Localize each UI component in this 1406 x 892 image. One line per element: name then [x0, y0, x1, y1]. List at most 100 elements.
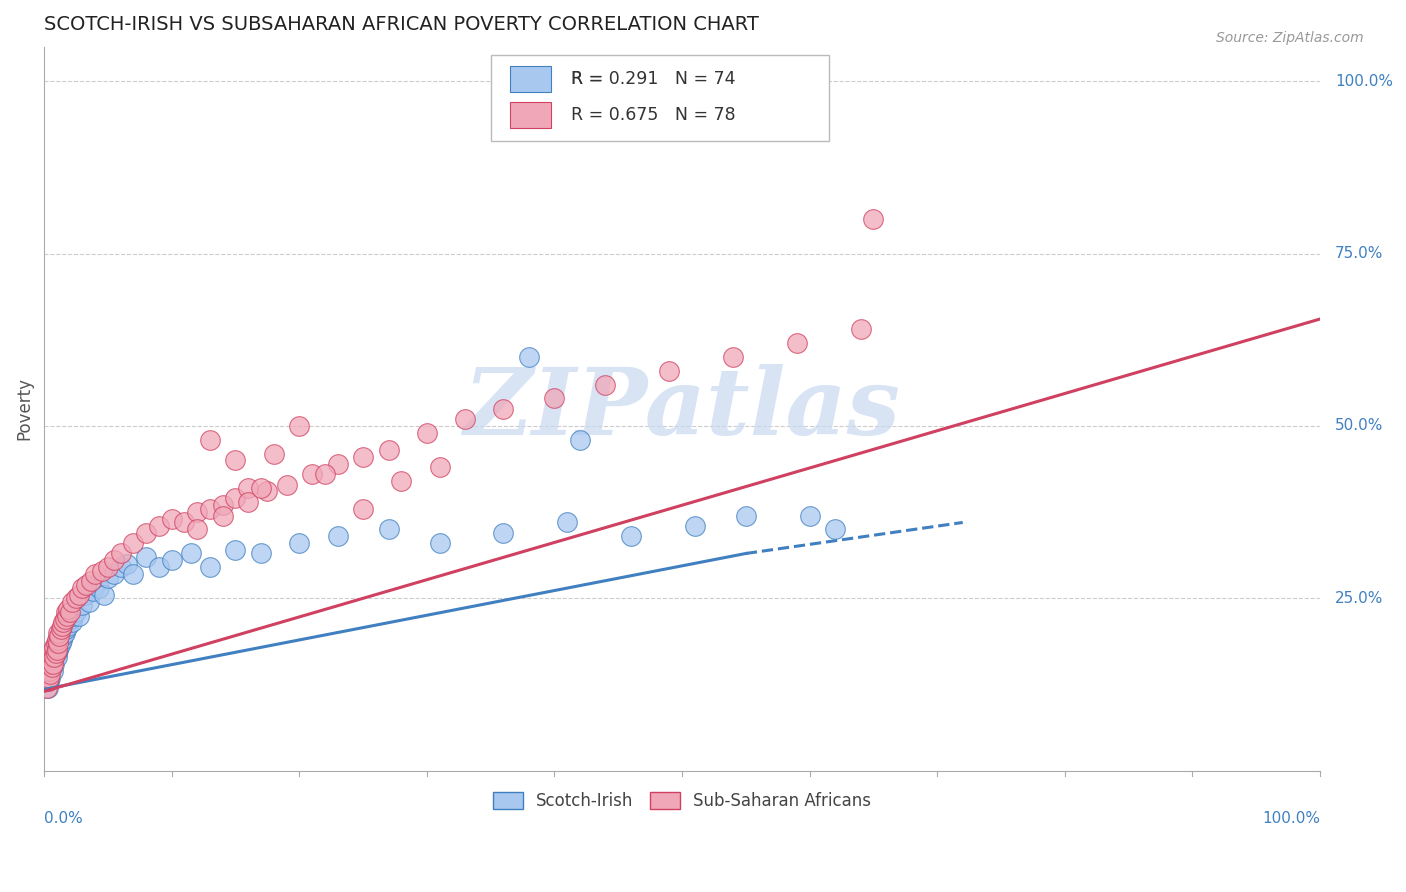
Point — [49, 625, 72, 640]
Point — [48, 640, 70, 654]
Point — [198, 501, 221, 516]
Point — [42, 664, 65, 678]
Point — [37, 674, 59, 689]
Point — [42, 657, 65, 671]
Point — [38, 667, 60, 681]
Point — [58, 619, 80, 633]
Point — [44, 657, 66, 671]
Point — [67, 608, 90, 623]
Point — [37, 681, 59, 695]
Legend: Scotch-Irish, Sub-Saharan Africans: Scotch-Irish, Sub-Saharan Africans — [486, 785, 877, 817]
Point — [55, 623, 77, 637]
Point — [45, 649, 67, 664]
Text: 100.0%: 100.0% — [1263, 811, 1320, 825]
Point — [39, 667, 62, 681]
Point — [48, 629, 70, 643]
Point — [198, 560, 221, 574]
Point — [97, 571, 120, 585]
Point — [160, 512, 183, 526]
Point — [45, 632, 67, 647]
Point — [314, 467, 336, 482]
Point — [49, 623, 72, 637]
Point — [186, 505, 208, 519]
Point — [45, 647, 67, 661]
Point — [492, 401, 515, 416]
Point — [799, 508, 821, 523]
Point — [492, 525, 515, 540]
Point — [110, 547, 132, 561]
Point — [39, 671, 62, 685]
Point — [55, 605, 77, 619]
Point — [288, 418, 311, 433]
Point — [186, 522, 208, 536]
Point — [429, 460, 451, 475]
Point — [862, 212, 884, 227]
Point — [72, 581, 94, 595]
Point — [58, 601, 80, 615]
Point — [35, 681, 58, 695]
Point — [224, 543, 246, 558]
Point — [46, 643, 69, 657]
Point — [41, 649, 63, 664]
Text: 0.0%: 0.0% — [44, 811, 83, 825]
Point — [224, 453, 246, 467]
Point — [45, 640, 67, 654]
Point — [60, 615, 83, 630]
Point — [429, 536, 451, 550]
Point — [42, 643, 65, 657]
Point — [39, 653, 62, 667]
Point — [103, 567, 125, 582]
Point — [224, 491, 246, 506]
Point — [41, 660, 63, 674]
Point — [38, 660, 60, 674]
Point — [87, 581, 110, 595]
Point — [555, 516, 578, 530]
Point — [263, 446, 285, 460]
Point — [41, 649, 63, 664]
Point — [198, 433, 221, 447]
Point — [110, 560, 132, 574]
Point — [39, 664, 62, 678]
Point — [250, 481, 273, 495]
Point — [93, 588, 115, 602]
Point — [42, 653, 65, 667]
Point — [103, 553, 125, 567]
Point — [256, 484, 278, 499]
Point — [46, 625, 69, 640]
Point — [122, 567, 145, 582]
Text: R =: R = — [571, 70, 609, 88]
Point — [543, 392, 565, 406]
Text: 100.0%: 100.0% — [1336, 74, 1393, 88]
Point — [238, 495, 260, 509]
Point — [326, 529, 349, 543]
Point — [595, 377, 617, 392]
Point — [160, 553, 183, 567]
Point — [56, 615, 79, 630]
Point — [786, 336, 808, 351]
Point — [73, 588, 96, 602]
Point — [377, 443, 399, 458]
Point — [80, 574, 103, 588]
Point — [115, 557, 138, 571]
Point — [276, 477, 298, 491]
Point — [148, 519, 170, 533]
Point — [211, 508, 233, 523]
Point — [65, 591, 87, 606]
Point — [122, 536, 145, 550]
Point — [238, 481, 260, 495]
FancyBboxPatch shape — [510, 66, 551, 92]
Point — [97, 560, 120, 574]
Point — [84, 567, 107, 582]
Point — [38, 671, 60, 685]
Point — [67, 588, 90, 602]
Point — [52, 615, 75, 630]
Point — [62, 608, 84, 623]
Point — [45, 643, 67, 657]
Point — [517, 350, 540, 364]
Point — [288, 536, 311, 550]
Point — [39, 657, 62, 671]
Text: SCOTCH-IRISH VS SUBSAHARAN AFRICAN POVERTY CORRELATION CHART: SCOTCH-IRISH VS SUBSAHARAN AFRICAN POVER… — [44, 15, 759, 34]
Point — [48, 629, 70, 643]
Text: Source: ZipAtlas.com: Source: ZipAtlas.com — [1216, 31, 1364, 45]
Point — [65, 605, 87, 619]
